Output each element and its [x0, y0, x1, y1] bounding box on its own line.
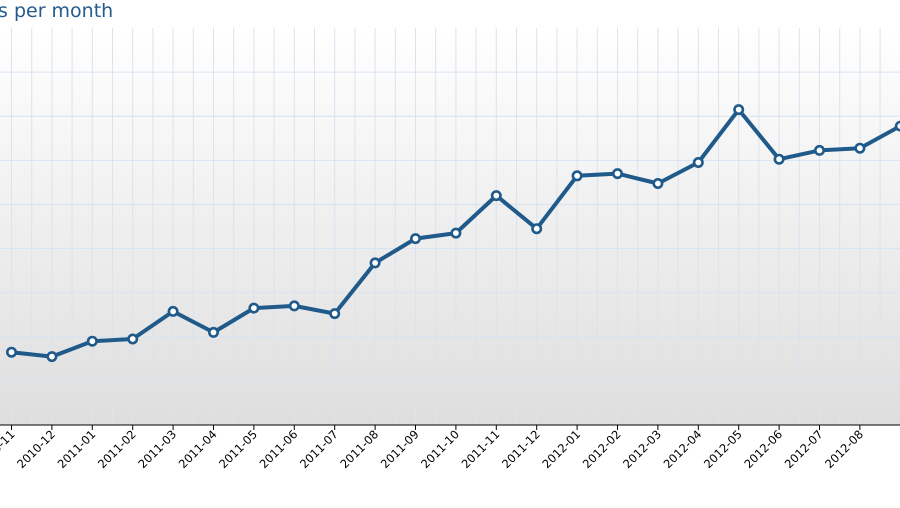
x-axis-tick-label: 2011-05 [216, 427, 260, 471]
x-axis-tick-label: 2012-04 [661, 427, 705, 471]
x-axis-tick-label: 2011-06 [257, 427, 301, 471]
x-axis-tick-label: 2011-10 [418, 427, 462, 471]
x-axis-tick-label: 2011-02 [95, 427, 139, 471]
x-axis-ticks [11, 425, 861, 430]
data-point[interactable] [167, 305, 179, 317]
data-point[interactable] [531, 223, 543, 235]
x-axis-tick-label: 2012-08 [822, 427, 866, 471]
data-point[interactable] [329, 308, 341, 320]
x-axis-tick-label: 2011-11 [459, 427, 503, 471]
x-axis-tick-label: 2010-11 [0, 427, 18, 471]
x-axis-tick-label: 2011-03 [135, 427, 179, 471]
data-point[interactable] [692, 157, 704, 169]
data-point[interactable] [571, 170, 583, 182]
x-axis-tick-label: 2011-09 [378, 427, 422, 471]
chart-title: s per month [0, 0, 114, 22]
data-point[interactable] [208, 326, 220, 338]
data-point[interactable] [611, 168, 623, 180]
data-point[interactable] [6, 346, 17, 358]
x-axis-tick-label: 2011-08 [337, 427, 381, 471]
data-point[interactable] [248, 302, 260, 314]
data-point[interactable] [127, 333, 139, 345]
plot-background [0, 28, 900, 425]
x-axis-tick-label: 2012-06 [741, 427, 785, 471]
series-group [6, 104, 900, 363]
data-point[interactable] [773, 153, 785, 165]
x-axis-tick-labels: 2010-112010-122011-012011-022011-032011-… [0, 427, 866, 471]
grid-lines [0, 28, 900, 425]
data-point[interactable] [813, 144, 825, 156]
data-point[interactable] [409, 233, 421, 245]
data-point[interactable] [894, 120, 900, 132]
x-axis-tick-label: 2011-07 [297, 427, 341, 471]
x-axis-tick-label: 2012-03 [620, 427, 664, 471]
data-point[interactable] [86, 335, 98, 347]
x-axis-tick-label: 2011-12 [499, 427, 543, 471]
data-point[interactable] [46, 351, 58, 363]
data-point[interactable] [652, 178, 664, 190]
x-axis-tick-label: 2012-07 [782, 427, 826, 471]
data-point[interactable] [369, 257, 381, 269]
x-axis-tick-label: 2012-05 [701, 427, 745, 471]
x-axis-tick-label: 2011-01 [55, 427, 99, 471]
data-point[interactable] [854, 142, 866, 154]
data-point[interactable] [450, 227, 462, 239]
data-point[interactable] [733, 104, 745, 116]
x-axis-tick-label: 2010-12 [14, 427, 58, 471]
x-axis-tick-label: 2012-01 [539, 427, 583, 471]
x-axis-tick-label: 2011-04 [176, 427, 220, 471]
x-axis-tick-label: 2012-02 [580, 427, 624, 471]
data-point[interactable] [490, 190, 502, 202]
data-point[interactable] [288, 300, 300, 312]
